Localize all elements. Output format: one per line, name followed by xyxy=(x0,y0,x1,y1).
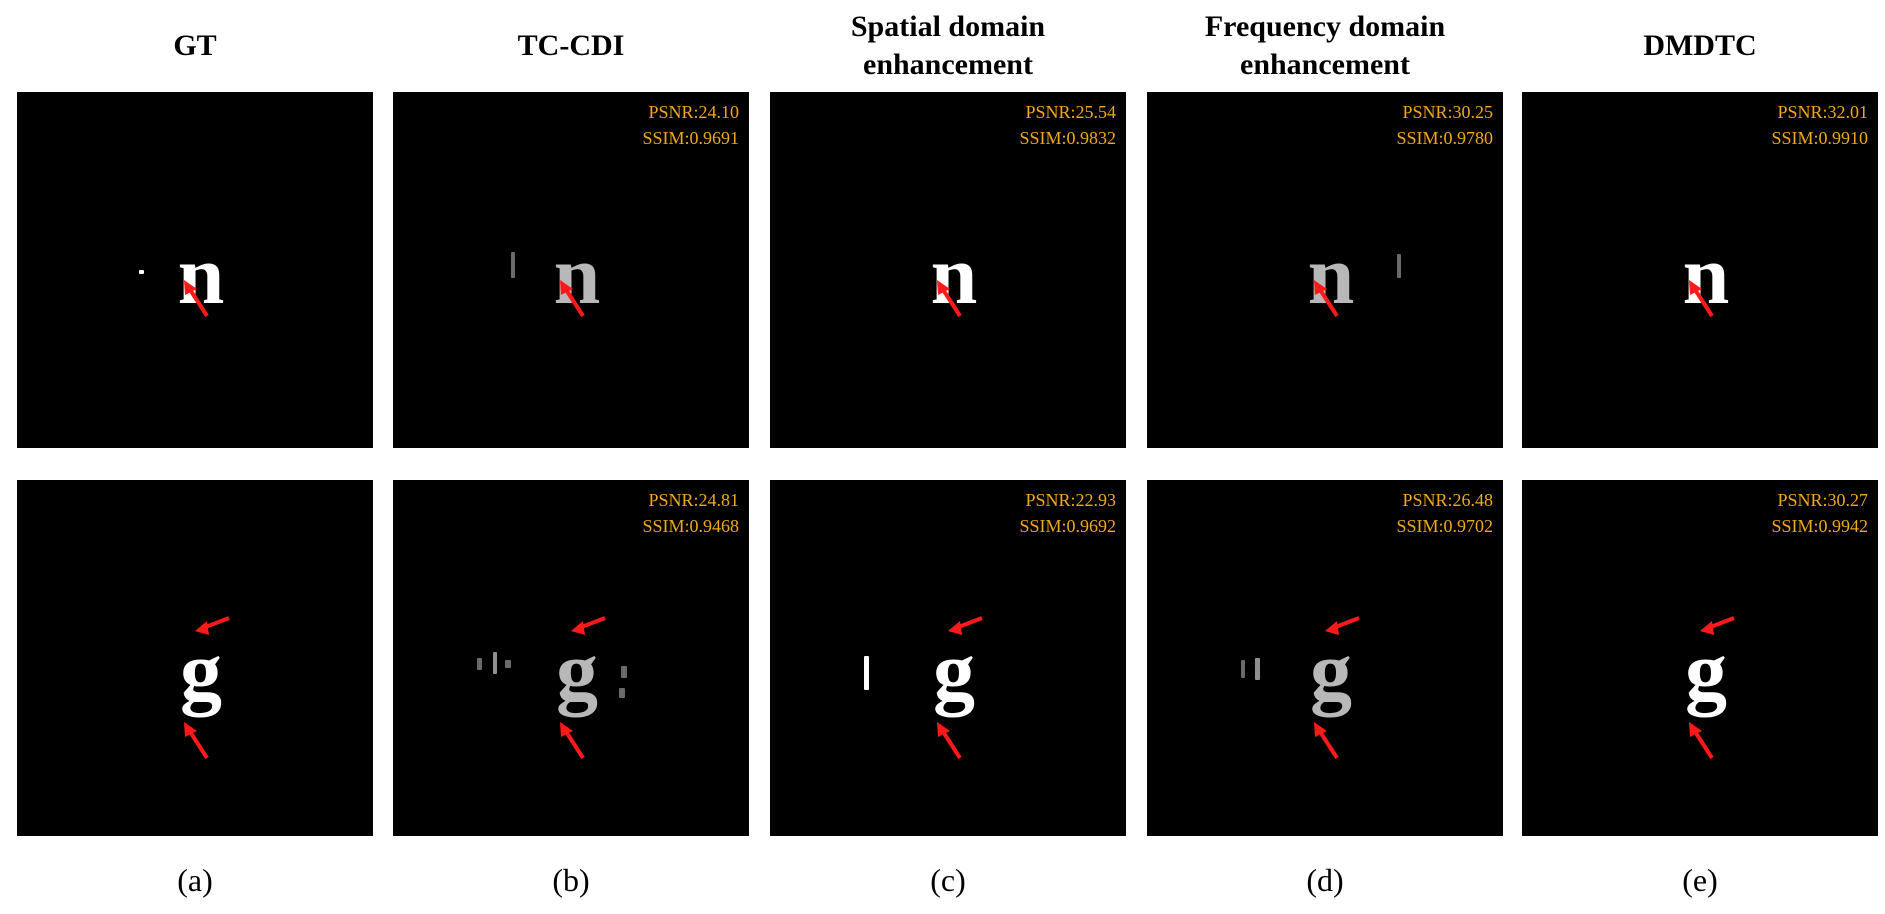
column-caption: (e) xyxy=(1682,862,1718,898)
artifact-smudge xyxy=(477,658,482,670)
column-caption: (c) xyxy=(930,862,966,898)
red-arrow-icon xyxy=(1314,280,1339,318)
panel-spatial-g: PSNR:22.93 SSIM:0.9692 g xyxy=(770,480,1126,836)
glyph-g: g xyxy=(180,625,222,718)
column-dmdtc: DMDTC PSNR:32.01 SSIM:0.9910 n PSNR:30.2… xyxy=(1522,0,1878,914)
panel-tc-cdi-g: PSNR:24.81 SSIM:0.9468 g xyxy=(393,480,749,836)
red-arrow-icon xyxy=(937,722,962,760)
column-caption: (d) xyxy=(1306,862,1344,898)
glyph-g: g xyxy=(933,625,975,718)
red-arrow-icon xyxy=(560,722,585,760)
column-title: GT xyxy=(173,29,217,62)
panel-frequency-g: PSNR:26.48 SSIM:0.9702 g xyxy=(1147,480,1503,836)
artifact-smudge xyxy=(1241,660,1245,678)
red-arrow-icon xyxy=(184,280,209,318)
red-arrow-icon xyxy=(571,616,606,635)
panel-frequency-n: PSNR:30.25 SSIM:0.9780 n xyxy=(1147,92,1503,448)
psnr-label: PSNR:22.93 xyxy=(1025,490,1116,510)
ssim-label: SSIM:0.9691 xyxy=(642,128,739,148)
column-title: Spatial domain enhancement xyxy=(850,10,1046,81)
column-frequency-domain: Frequency domain enhancement PSNR:30.25 … xyxy=(1147,0,1503,914)
panel-spatial-n: PSNR:25.54 SSIM:0.9832 n xyxy=(770,92,1126,448)
artifact-smudge xyxy=(621,666,627,678)
panel-tc-cdi-n: PSNR:24.10 SSIM:0.9691 n xyxy=(393,92,749,448)
psnr-label: PSNR:25.54 xyxy=(1025,102,1116,122)
red-arrow-icon xyxy=(560,280,585,318)
column-caption: (b) xyxy=(552,862,590,898)
artifact-smudge xyxy=(511,252,515,278)
column-spatial-domain: Spatial domain enhancement PSNR:25.54 SS… xyxy=(770,0,1126,914)
panel-gt-g: g xyxy=(17,480,373,836)
psnr-label: PSNR:32.01 xyxy=(1777,102,1868,122)
psnr-label: PSNR:26.48 xyxy=(1402,490,1493,510)
glyph-g: g xyxy=(1310,625,1352,718)
ssim-label: SSIM:0.9910 xyxy=(1771,128,1868,148)
psnr-label: PSNR:30.27 xyxy=(1777,490,1868,510)
column-caption: (a) xyxy=(177,862,213,898)
artifact-smudge xyxy=(1255,658,1260,680)
red-arrow-icon xyxy=(948,616,983,635)
red-arrow-icon xyxy=(184,722,209,760)
ssim-label: SSIM:0.9942 xyxy=(1771,516,1868,536)
glyph-g: g xyxy=(556,625,598,718)
ssim-label: SSIM:0.9692 xyxy=(1019,516,1116,536)
column-title: TC-CDI xyxy=(517,29,625,62)
ssim-label: SSIM:0.9780 xyxy=(1396,128,1493,148)
artifact-speck xyxy=(139,270,144,274)
psnr-label: PSNR:30.25 xyxy=(1402,102,1493,122)
red-arrow-icon xyxy=(1325,616,1360,635)
red-arrow-icon xyxy=(195,616,230,635)
panel-gt-n: n xyxy=(17,92,373,448)
column-title: Frequency domain enhancement xyxy=(1204,10,1446,81)
column-title: DMDTC xyxy=(1643,29,1757,62)
column-gt: GT n g (a) xyxy=(17,0,373,914)
ssim-label: SSIM:0.9702 xyxy=(1396,516,1493,536)
glyph-g: g xyxy=(1685,625,1727,718)
red-arrow-icon xyxy=(937,280,962,318)
panel-dmdtc-g: PSNR:30.27 SSIM:0.9942 g xyxy=(1522,480,1878,836)
red-arrow-icon xyxy=(1689,722,1714,760)
red-arrow-icon xyxy=(1689,280,1714,318)
artifact-smudge xyxy=(505,660,511,668)
red-arrow-icon xyxy=(1314,722,1339,760)
artifact-bar xyxy=(864,656,869,690)
artifact-smudge xyxy=(1397,254,1401,278)
red-arrow-icon xyxy=(1700,616,1735,635)
artifact-smudge xyxy=(493,652,497,674)
panel-dmdtc-n: PSNR:32.01 SSIM:0.9910 n xyxy=(1522,92,1878,448)
psnr-label: PSNR:24.81 xyxy=(648,490,739,510)
column-tc-cdi: TC-CDI PSNR:24.10 SSIM:0.9691 n PSNR:24.… xyxy=(393,0,749,914)
artifact-smudge xyxy=(619,688,625,698)
psnr-label: PSNR:24.10 xyxy=(648,102,739,122)
ssim-label: SSIM:0.9832 xyxy=(1019,128,1116,148)
ssim-label: SSIM:0.9468 xyxy=(642,516,739,536)
